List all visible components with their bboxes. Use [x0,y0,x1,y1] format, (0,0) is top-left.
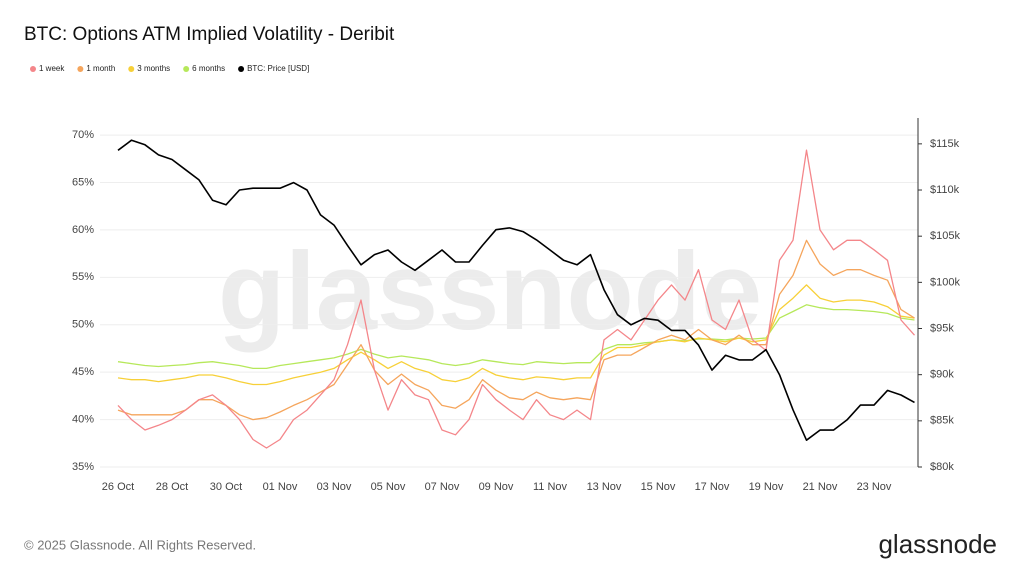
x-tick-label: 13 Nov [587,481,622,493]
series-line [117,149,915,449]
y2-tick-label: $100k [930,276,960,288]
x-tick-label: 01 Nov [263,481,298,493]
x-tick-label: 30 Oct [210,481,242,493]
footer: © 2025 Glassnode. All Rights Reserved. [24,537,256,552]
x-tick-label: 09 Nov [479,481,514,493]
y-tick-label: 70% [72,129,94,141]
x-tick-label: 15 Nov [641,481,676,493]
x-tick-label: 19 Nov [749,481,784,493]
series-line [117,139,915,441]
y2-tick-label: $110k [930,184,960,196]
x-tick-label: 03 Nov [317,481,352,493]
legend-marker [183,66,190,72]
x-tick-label: 05 Nov [371,481,406,493]
legend-marker [238,66,245,72]
x-tick-label: 17 Nov [695,481,730,493]
watermark: glassnode [218,230,762,353]
legend-label: 1 month [86,64,115,73]
legend-label: 6 months [192,64,225,73]
x-tick-label: 28 Oct [156,481,188,493]
legend-marker [30,66,36,72]
y-tick-label: 40% [72,413,94,425]
plot: 35% 40% 45% 50% 55% 60% 65% 70% $80k $85k $90k $95k… [30,64,960,493]
x-tick-label: 07 Nov [425,481,460,493]
series-line [117,239,915,421]
y2-tick-label: $115k [930,138,960,150]
y-tick-label: 60% [72,224,94,236]
y2-tick-label: $85k [930,415,954,427]
y2-tick-label: $105k [930,230,960,242]
x-tick-label: 11 Nov [533,481,568,493]
series-line [117,304,915,370]
chart-title: BTC: Options ATM Implied Volatility - De… [24,24,395,45]
legend-label: BTC: Price [USD] [247,64,309,73]
series-line [117,284,915,386]
y2-tick-label: $80k [930,461,954,473]
y-tick-label: 50% [72,319,94,331]
legend-marker [128,66,135,72]
legend-label: 3 months [137,64,170,73]
y-tick-label: 35% [72,461,94,473]
x-tick-label: 26 Oct [102,481,134,493]
y-tick-label: 55% [72,271,94,283]
y-tick-label: 65% [72,176,94,188]
x-tick-label: 21 Nov [803,481,838,493]
logo: glassnode [878,529,997,559]
legend-marker [77,66,84,72]
y2-tick-label: $95k [930,322,954,334]
x-tick-label: 23 Nov [857,481,892,493]
y2-tick-label: $90k [930,369,954,381]
y-tick-label: 45% [72,366,94,378]
legend-label: 1 week [39,64,65,73]
